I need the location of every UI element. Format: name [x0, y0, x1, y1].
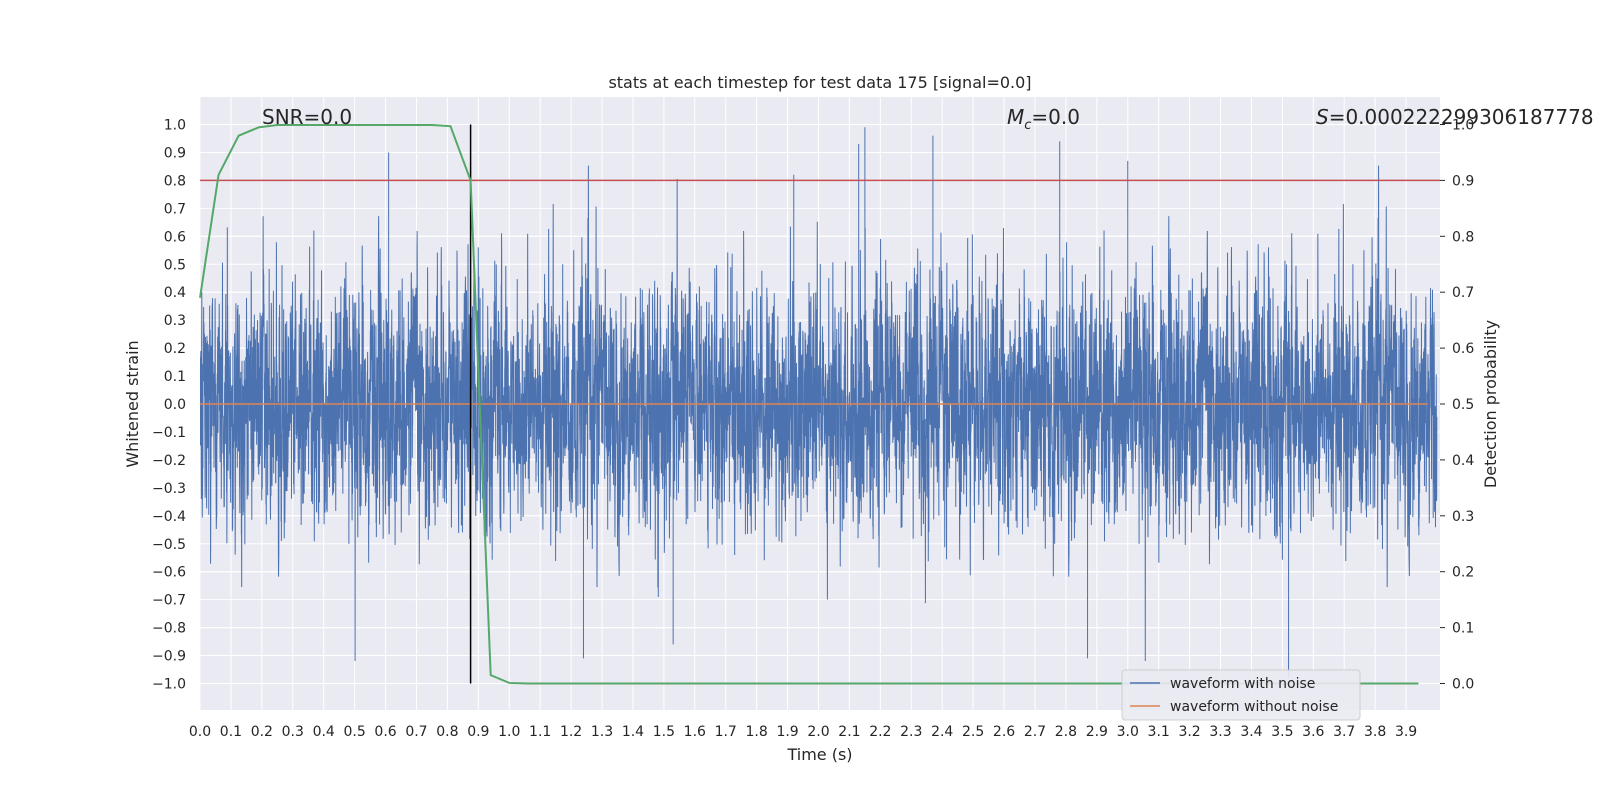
snr-annotation: SNR=0.0	[262, 105, 352, 129]
x-tick-label: 2.2	[869, 724, 891, 740]
x-tick-label: 2.8	[1055, 724, 1077, 740]
x-tick-label: 1.9	[776, 724, 798, 740]
x-tick-label: 2.0	[807, 724, 829, 740]
x-tick-label: 3.3	[1209, 724, 1231, 740]
y-tick-label: −0.5	[152, 537, 186, 553]
x-tick-label: 3.7	[1333, 724, 1355, 740]
x-tick-label: 0.9	[467, 724, 489, 740]
y-tick-label: −0.2	[152, 453, 186, 469]
noise-series-group	[200, 127, 1438, 678]
y2-tick-label: 0.6	[1452, 341, 1474, 357]
x-tick-labels: 0.0 0.1 0.2 0.3 0.4 0.5 0.6 0.7 0.8 0.9 1.0 1.1 1.2 1…	[189, 724, 1417, 740]
x-tick-label: 2.1	[838, 724, 860, 740]
mc-symbol: M	[1007, 105, 1024, 129]
x-tick-label: 3.4	[1240, 724, 1262, 740]
legend-entry-clean: waveform without noise	[1170, 699, 1338, 715]
y-tick-label: 0.5	[164, 257, 186, 273]
x-tick-label: 2.7	[1024, 724, 1046, 740]
x-tick-label: 2.9	[1086, 724, 1108, 740]
y-tick-label: 0.2	[164, 341, 186, 357]
y-tick-label: 0.3	[164, 313, 186, 329]
x-tick-label: 3.5	[1271, 724, 1293, 740]
x-tick-label: 3.9	[1395, 724, 1417, 740]
x-tick-label: 0.2	[251, 724, 273, 740]
x-tick-label: 1.5	[653, 724, 675, 740]
x-tick-label: 0.3	[282, 724, 304, 740]
y-tick-label: 0.0	[164, 397, 186, 413]
y2-tick-label: 0.5	[1452, 397, 1474, 413]
mc-annotation: Mc=0.0	[1007, 105, 1080, 133]
x-tick-label: 2.3	[900, 724, 922, 740]
x-tick-label: 1.3	[591, 724, 613, 740]
y-axis-label: Whitened strain	[123, 340, 142, 467]
x-axis-label: Time (s)	[786, 745, 852, 764]
x-tick-label: 0.8	[436, 724, 458, 740]
x-tick-label: 1.6	[684, 724, 706, 740]
mc-value: =0.0	[1031, 105, 1080, 129]
s-symbol: S	[1316, 105, 1329, 129]
legend: waveform with noise waveform without noi…	[1121, 669, 1361, 721]
s-value: =0.000222299306187778	[1329, 105, 1594, 129]
x-tick-label: 1.8	[746, 724, 768, 740]
legend-box	[1121, 669, 1361, 721]
s-annotation: S=0.000222299306187778	[1316, 105, 1594, 129]
chart-title: stats at each timestep for test data 175…	[608, 73, 1031, 92]
x-tick-label: 0.7	[405, 724, 427, 740]
y-tick-label: −1.0	[152, 677, 186, 693]
series-detection-probability	[199, 124, 1419, 685]
y-tick-label: −0.4	[152, 509, 186, 525]
y-tick-label: 0.6	[164, 229, 186, 245]
series-waveform-with-noise	[200, 127, 1438, 678]
probability-series-group	[199, 124, 1419, 685]
y2-tick-label: 0.7	[1452, 285, 1474, 301]
y2-tick-label: 0.3	[1452, 509, 1474, 525]
x-tick-label: 1.2	[560, 724, 582, 740]
y-tick-label: 0.1	[164, 369, 186, 385]
y-tick-label: −0.9	[152, 649, 186, 665]
x-tick-label: 1.0	[498, 724, 520, 740]
x-tick-label: 0.4	[313, 724, 335, 740]
mc-subscript: c	[1024, 118, 1031, 133]
y2-tick-label: 1.0	[1452, 118, 1474, 134]
x-tick-label: 1.4	[622, 724, 644, 740]
x-tick-label: 3.1	[1148, 724, 1170, 740]
x-tick-label: 3.6	[1302, 724, 1324, 740]
x-tick-label: 2.5	[962, 724, 984, 740]
x-tick-label: 0.0	[189, 724, 211, 740]
x-tick-label: 0.6	[374, 724, 396, 740]
y-tick-label: −0.6	[152, 565, 186, 581]
x-tick-label: 0.1	[220, 724, 242, 740]
y2-axis-label: Detection probability	[1481, 320, 1500, 488]
y2-tick-label: 0.8	[1452, 229, 1474, 245]
x-tick-label: 2.4	[931, 724, 953, 740]
y-tick-label: −0.3	[152, 481, 186, 497]
x-tick-label: 3.0	[1117, 724, 1139, 740]
x-tick-label: 1.1	[529, 724, 551, 740]
y-tick-label: 0.7	[164, 201, 186, 217]
x-tick-label: 3.8	[1364, 724, 1386, 740]
y2-tick-label: 0.2	[1452, 565, 1474, 581]
x-tick-label: 1.7	[715, 724, 737, 740]
y-tick-label: 0.9	[164, 145, 186, 161]
y-tick-label: −0.7	[152, 593, 186, 609]
x-tick-label: 0.5	[343, 724, 365, 740]
y-tick-label: −0.8	[152, 621, 186, 637]
y-tick-label: 0.4	[164, 285, 186, 301]
y-tick-labels: 1.0 0.9 0.8 0.7 0.6 0.5 0.4 0.3 0.2 0.1 0.0 −0.1 −0.…	[152, 118, 186, 693]
y-tick-label: −0.1	[152, 425, 186, 441]
x-tick-label: 3.2	[1178, 724, 1200, 740]
y2-tick-label: 0.1	[1452, 621, 1474, 637]
legend-entry-noise: waveform with noise	[1170, 676, 1315, 692]
y-tick-label: 0.8	[164, 173, 186, 189]
y2-tick-label: 0.4	[1452, 453, 1474, 469]
y2-tick-labels: 1.0 0.9 0.8 0.7 0.6 0.5 0.4 0.3 0.2 0.1 0.0	[1440, 118, 1474, 693]
x-tick-label: 2.6	[993, 724, 1015, 740]
y2-tick-label: 0.0	[1452, 677, 1474, 693]
y-tick-label: 1.0	[164, 118, 186, 134]
y2-tick-label: 0.9	[1452, 173, 1474, 189]
